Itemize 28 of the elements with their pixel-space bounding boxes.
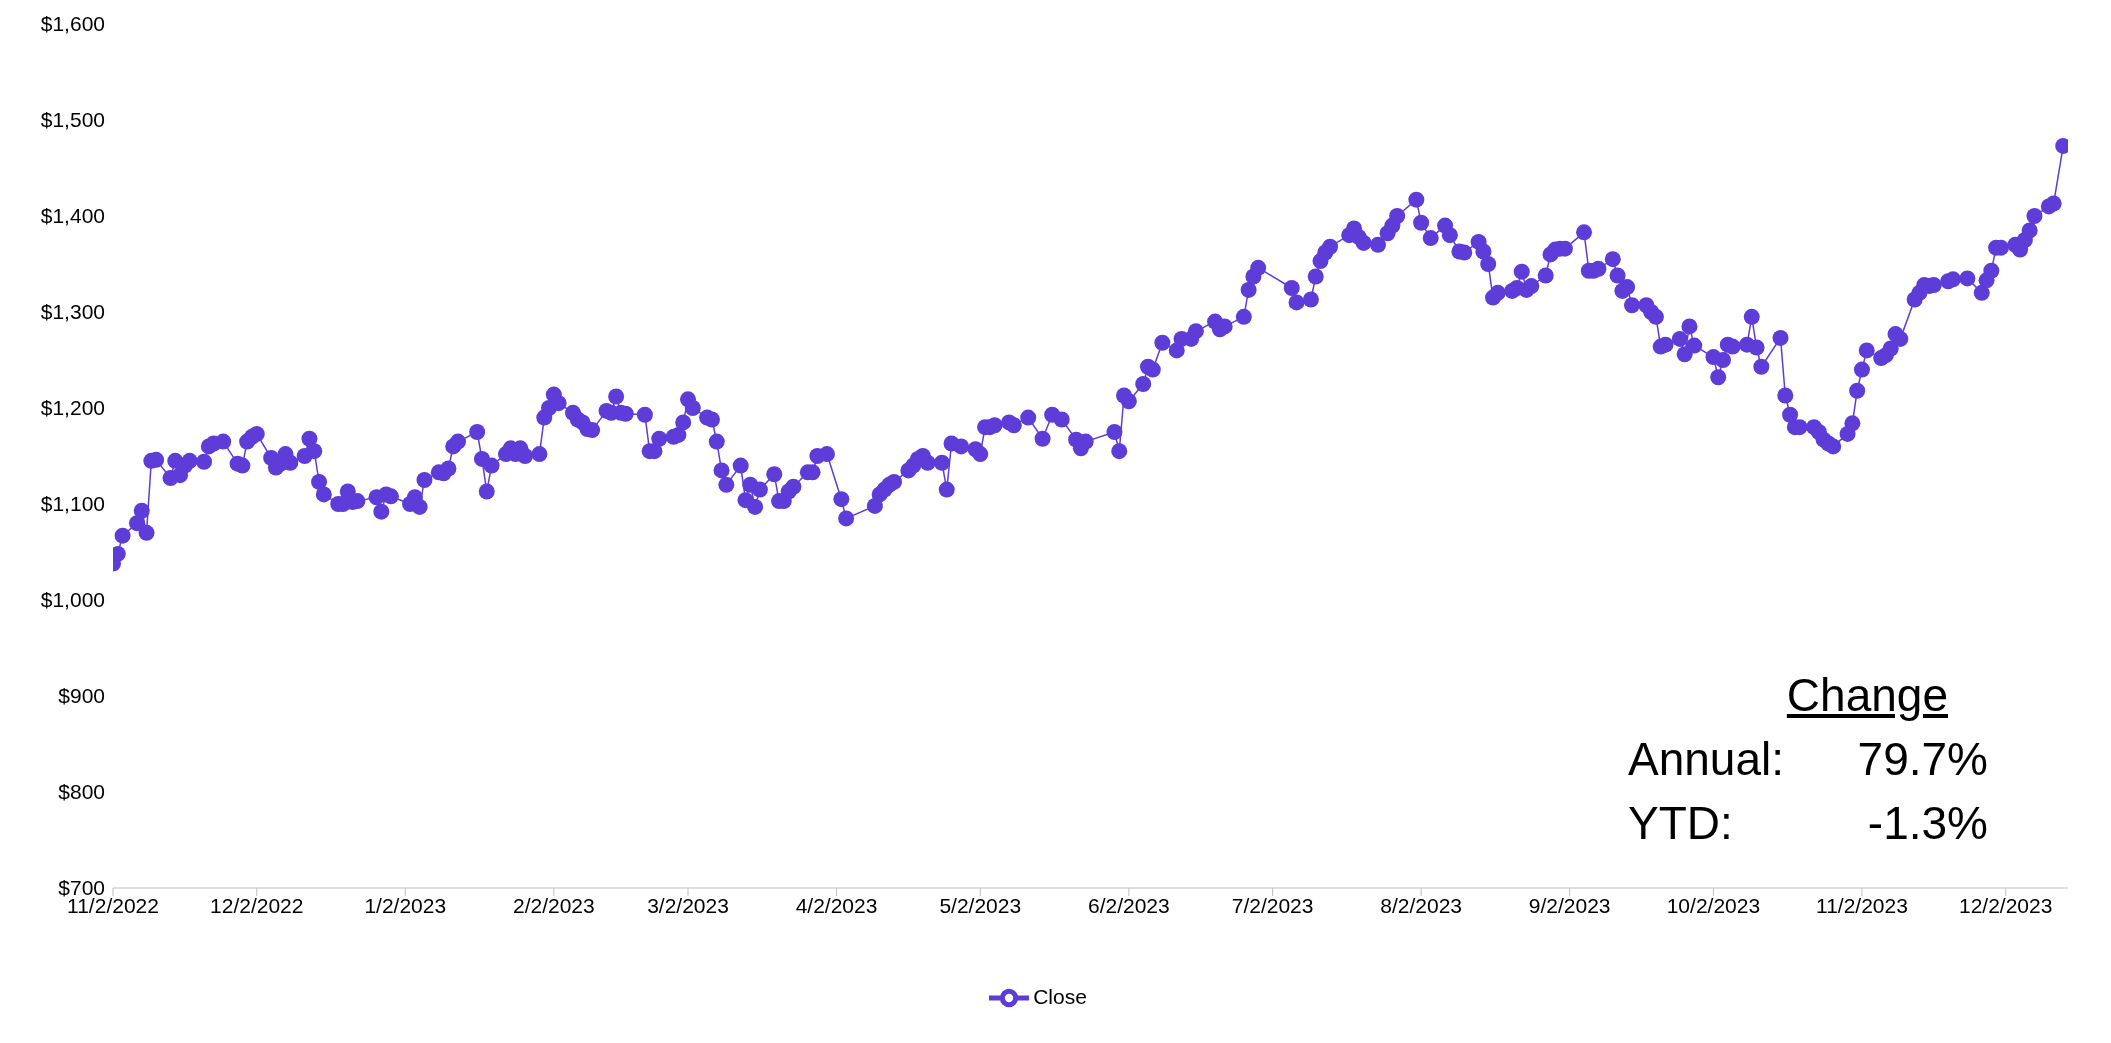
legend-label: Close — [1033, 984, 1087, 1008]
x-tick-label: 11/2/2023 — [1816, 893, 1908, 917]
y-tick-label: $1,600 — [40, 12, 105, 36]
text: YTD: — [1628, 797, 1733, 849]
x-tick-label: 8/2/2023 — [1380, 893, 1462, 917]
x-tick-label: 12/2/2023 — [1958, 893, 2053, 917]
x-tick-label: 10/2/2023 — [1666, 893, 1761, 917]
x-tick-label: 4/2/2023 — [795, 893, 878, 917]
y-tick-label: $1,100 — [40, 492, 105, 516]
y-tick-label: $800 — [58, 780, 105, 804]
y-tick-label: $1,500 — [40, 108, 105, 132]
y-tick-label: $1,200 — [40, 396, 105, 420]
y-tick-label: $900 — [58, 684, 105, 708]
x-tick-label: 12/2/2022 — [210, 893, 304, 917]
x-tick-label: 7/2/2023 — [1231, 893, 1314, 917]
x-tick-label: 3/2/2023 — [647, 893, 729, 917]
y-tick-label: $1,300 — [40, 300, 105, 324]
text: 79.7% — [1857, 733, 1988, 785]
x-tick-label: 6/2/2023 — [1087, 893, 1170, 917]
x-tick-label: 2/2/2023 — [512, 893, 595, 917]
x-tick-label: 9/2/2023 — [1528, 893, 1611, 917]
x-tick-label: 5/2/2023 — [939, 893, 1022, 917]
y-tick-label: $1,400 — [40, 204, 105, 228]
text: Change — [1786, 669, 1948, 721]
y-tick-label: $1,000 — [40, 588, 105, 612]
text: -1.3% — [1867, 797, 1988, 849]
text: Annual: — [1628, 733, 1785, 785]
x-tick-label: 1/2/2023 — [364, 893, 447, 917]
